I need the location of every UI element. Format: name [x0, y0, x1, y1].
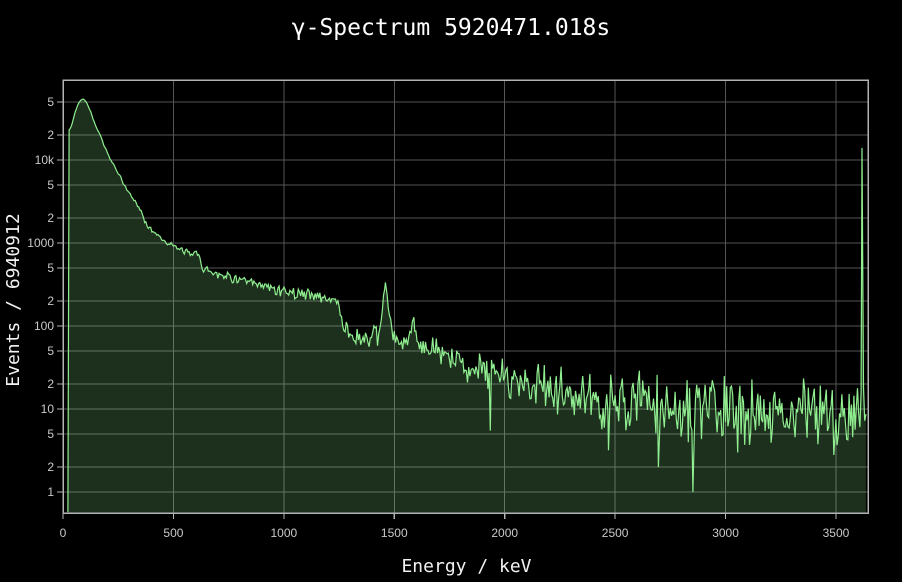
plot-border: [62, 79, 869, 514]
y-tick-label: 5: [47, 261, 54, 275]
x-tick-label: 3500: [823, 526, 850, 540]
y-axis-title: Events / 6940912: [3, 213, 24, 387]
x-axis-title: Energy / keV: [401, 556, 532, 577]
plot-area[interactable]: [63, 80, 868, 513]
y-tick-label: 5: [47, 95, 54, 109]
x-tick-label: 1000: [270, 526, 297, 540]
y-tick-label: 2: [47, 377, 54, 391]
y-tick-label: 10k: [35, 153, 55, 167]
y-tick-label: 100: [34, 319, 54, 333]
x-tick-label: 2000: [491, 526, 518, 540]
y-tick-label: 5: [47, 178, 54, 192]
x-tick-label: 0: [60, 526, 67, 540]
x-tick-label: 3000: [712, 526, 739, 540]
y-tick-label: 1: [47, 485, 54, 499]
y-tick-label: 5: [47, 344, 54, 358]
x-tick-label: 2500: [602, 526, 629, 540]
y-tick-label: 1000: [27, 236, 54, 250]
x-tick-label: 500: [163, 526, 183, 540]
chart-title: γ-Spectrum 5920471.018s: [291, 15, 611, 41]
y-tick-label: 5: [47, 427, 54, 441]
spectrum-fill: [67, 99, 866, 513]
spectrum-line[interactable]: [67, 98, 867, 513]
y-tick-label: 2: [47, 211, 54, 225]
y-tick-label: 10: [41, 402, 55, 416]
y-tick-label: 2: [47, 128, 54, 142]
y-tick-label: 2: [47, 294, 54, 308]
y-tick-label: 2: [47, 460, 54, 474]
x-tick-label: 1500: [381, 526, 408, 540]
